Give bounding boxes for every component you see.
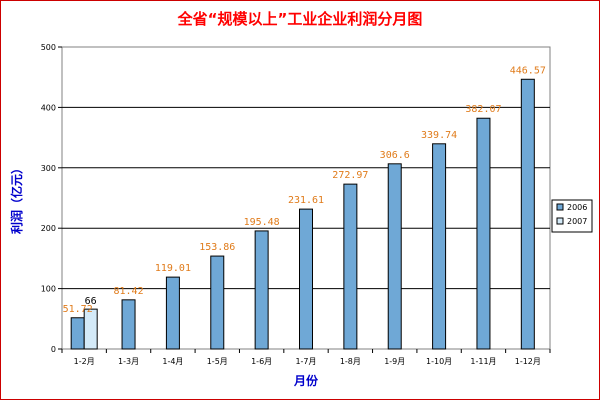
bar-2006 (520, 78, 535, 350)
x-axis-ticks: 1-2月 1-3月 1-4月 1-5月 1-6月 1-7月 1-8月 1-9月 1-10月 1-1… (61, 349, 551, 366)
bar-2006 (476, 117, 491, 350)
x-tick-label: 1-3月 (118, 357, 139, 366)
y-tick-label: 100 (41, 285, 56, 294)
data-label-2006: 446.57 (510, 65, 546, 76)
bar-2006 (254, 230, 269, 350)
data-label-2006: 382.07 (465, 104, 501, 115)
legend-label-2006: 2006 (567, 203, 587, 212)
data-label-2006: 272.97 (332, 170, 368, 181)
y-tick-label: 0 (51, 345, 56, 354)
data-label-2006: 119.01 (155, 263, 191, 274)
y-tick-label: 300 (41, 164, 56, 173)
bar-2006 (387, 163, 402, 350)
data-label-2006: 81.42 (113, 286, 143, 297)
x-tick-label: 1-9月 (384, 357, 405, 366)
bar-2007 (83, 308, 98, 350)
bar-2006 (210, 255, 225, 350)
y-tick-label: 200 (41, 224, 56, 233)
data-label-2006: 231.61 (288, 195, 324, 206)
bar-2006 (121, 299, 136, 350)
bar-2006 (70, 317, 85, 350)
legend-swatch-2007 (556, 217, 564, 225)
x-axis-title: 月份 (293, 373, 319, 388)
data-label-2006: 339.74 (421, 130, 457, 141)
bar-2006 (299, 208, 313, 350)
x-tick-label: 1-6月 (251, 357, 272, 366)
x-tick-label: 1-4月 (162, 357, 183, 366)
y-axis-ticks: 0 100 200 300 400 500 (41, 43, 62, 354)
x-tick-label: 1-10月 (426, 357, 452, 366)
y-tick-label: 400 (41, 103, 56, 112)
x-tick-label: 1-5月 (207, 357, 228, 366)
legend-swatch-2006 (556, 203, 564, 211)
legend: 2006 2007 (551, 199, 593, 233)
data-label-2007: 66 (85, 296, 97, 307)
data-label-2006: 195.48 (244, 217, 280, 228)
bar-2006 (165, 276, 180, 350)
data-label-2006: 153.86 (199, 242, 235, 253)
x-tick-label: 1-7月 (295, 357, 316, 366)
x-tick-label: 1-12月 (515, 357, 541, 366)
y-axis-title: 利润（亿元） (9, 162, 24, 234)
bar-2006 (343, 183, 358, 350)
data-label-2006: 306.6 (380, 150, 410, 161)
x-tick-label: 1-11月 (470, 357, 496, 366)
legend-label-2007: 2007 (567, 217, 587, 226)
bars (70, 78, 535, 350)
chart-title: 全省“规模以上”工业企业利润分月图 (177, 10, 423, 28)
x-tick-label: 1-8月 (340, 357, 361, 366)
bar-2006 (432, 143, 447, 350)
x-tick-label: 1-2月 (74, 357, 95, 366)
y-tick-label: 500 (41, 43, 56, 52)
data-label-2006: 51.72 (63, 304, 93, 315)
